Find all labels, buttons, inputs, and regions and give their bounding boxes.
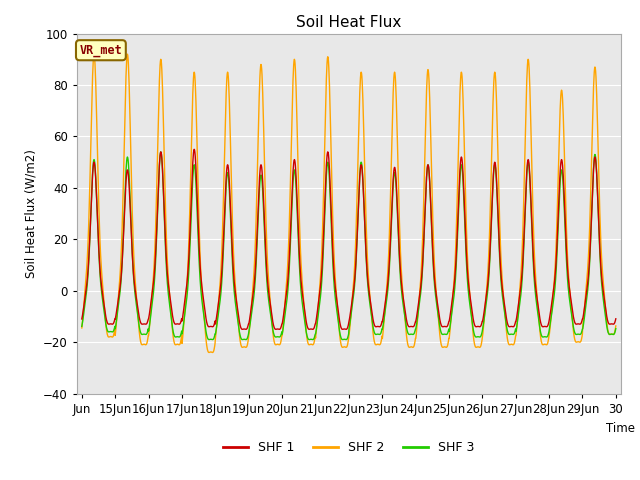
SHF 2 — [162, 211, 170, 217]
SHF 3 — [205, 337, 213, 343]
SHF 1 — [78, 316, 86, 322]
Line: SHF 2: SHF 2 — [82, 54, 616, 352]
Line: SHF 3: SHF 3 — [82, 152, 616, 340]
SHF 1 — [476, 324, 483, 330]
SHF 1 — [605, 321, 613, 327]
SHF 2 — [335, 327, 343, 333]
SHF 3 — [554, 243, 561, 249]
Line: SHF 1: SHF 1 — [82, 149, 616, 329]
SHF 3 — [78, 324, 86, 329]
SHF 1 — [161, 235, 169, 240]
SHF 3 — [157, 149, 164, 155]
SHF 1 — [190, 146, 198, 152]
SHF 2 — [612, 323, 620, 329]
SHF 1 — [554, 233, 561, 239]
SHF 1 — [325, 161, 333, 167]
SHF 3 — [325, 171, 333, 177]
SHF 1 — [335, 316, 343, 322]
SHF 3 — [335, 326, 343, 332]
SHF 3 — [162, 250, 170, 255]
Text: VR_met: VR_met — [79, 44, 122, 57]
X-axis label: Time: Time — [606, 422, 636, 435]
Legend: SHF 1, SHF 2, SHF 3: SHF 1, SHF 2, SHF 3 — [218, 436, 479, 459]
Title: Soil Heat Flux: Soil Heat Flux — [296, 15, 401, 30]
SHF 2 — [476, 344, 483, 350]
SHF 2 — [554, 204, 561, 210]
SHF 2 — [78, 325, 86, 331]
SHF 2 — [90, 51, 98, 57]
SHF 3 — [476, 334, 483, 340]
SHF 3 — [612, 326, 620, 332]
SHF 2 — [325, 73, 333, 79]
SHF 3 — [605, 332, 613, 337]
SHF 2 — [605, 332, 613, 337]
SHF 1 — [239, 326, 246, 332]
Y-axis label: Soil Heat Flux (W/m2): Soil Heat Flux (W/m2) — [24, 149, 38, 278]
SHF 2 — [205, 349, 213, 355]
SHF 1 — [612, 316, 620, 322]
